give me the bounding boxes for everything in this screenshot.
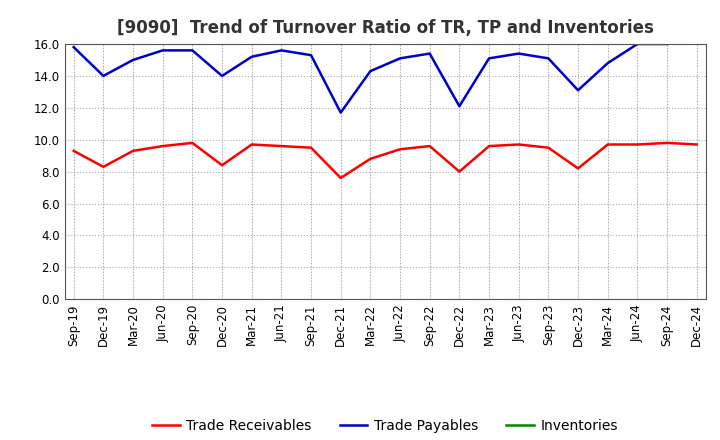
Title: [9090]  Trend of Turnover Ratio of TR, TP and Inventories: [9090] Trend of Turnover Ratio of TR, TP…: [117, 19, 654, 37]
Line: Trade Receivables: Trade Receivables: [73, 143, 697, 178]
Trade Payables: [544, 56, 553, 61]
Trade Receivables: [129, 148, 138, 154]
Trade Receivables: [217, 162, 226, 168]
Trade Payables: [277, 48, 286, 53]
Trade Payables: [217, 73, 226, 78]
Trade Receivables: [248, 142, 256, 147]
Trade Receivables: [662, 140, 671, 146]
Trade Receivables: [336, 176, 345, 181]
Trade Receivables: [603, 142, 612, 147]
Trade Payables: [69, 44, 78, 50]
Trade Receivables: [544, 145, 553, 150]
Trade Payables: [574, 88, 582, 93]
Trade Receivables: [693, 142, 701, 147]
Legend: Trade Receivables, Trade Payables, Inventories: Trade Receivables, Trade Payables, Inven…: [146, 413, 624, 438]
Trade Payables: [426, 51, 434, 56]
Trade Receivables: [514, 142, 523, 147]
Trade Payables: [662, 41, 671, 47]
Trade Payables: [603, 60, 612, 66]
Trade Payables: [514, 51, 523, 56]
Trade Receivables: [633, 142, 642, 147]
Trade Receivables: [188, 140, 197, 146]
Trade Receivables: [277, 143, 286, 149]
Trade Receivables: [574, 166, 582, 171]
Trade Payables: [455, 103, 464, 109]
Trade Payables: [188, 48, 197, 53]
Trade Receivables: [426, 143, 434, 149]
Trade Receivables: [158, 143, 167, 149]
Trade Payables: [307, 52, 315, 58]
Trade Payables: [633, 41, 642, 47]
Trade Receivables: [455, 169, 464, 174]
Line: Trade Payables: Trade Payables: [73, 41, 697, 113]
Trade Payables: [336, 110, 345, 115]
Trade Receivables: [396, 147, 405, 152]
Trade Payables: [248, 54, 256, 59]
Trade Receivables: [69, 148, 78, 154]
Trade Payables: [485, 56, 493, 61]
Trade Receivables: [307, 145, 315, 150]
Trade Payables: [366, 69, 374, 74]
Trade Payables: [396, 56, 405, 61]
Trade Payables: [129, 57, 138, 62]
Trade Payables: [99, 73, 108, 78]
Trade Payables: [693, 38, 701, 44]
Trade Payables: [158, 48, 167, 53]
Trade Receivables: [366, 156, 374, 161]
Trade Receivables: [99, 164, 108, 169]
Trade Receivables: [485, 143, 493, 149]
